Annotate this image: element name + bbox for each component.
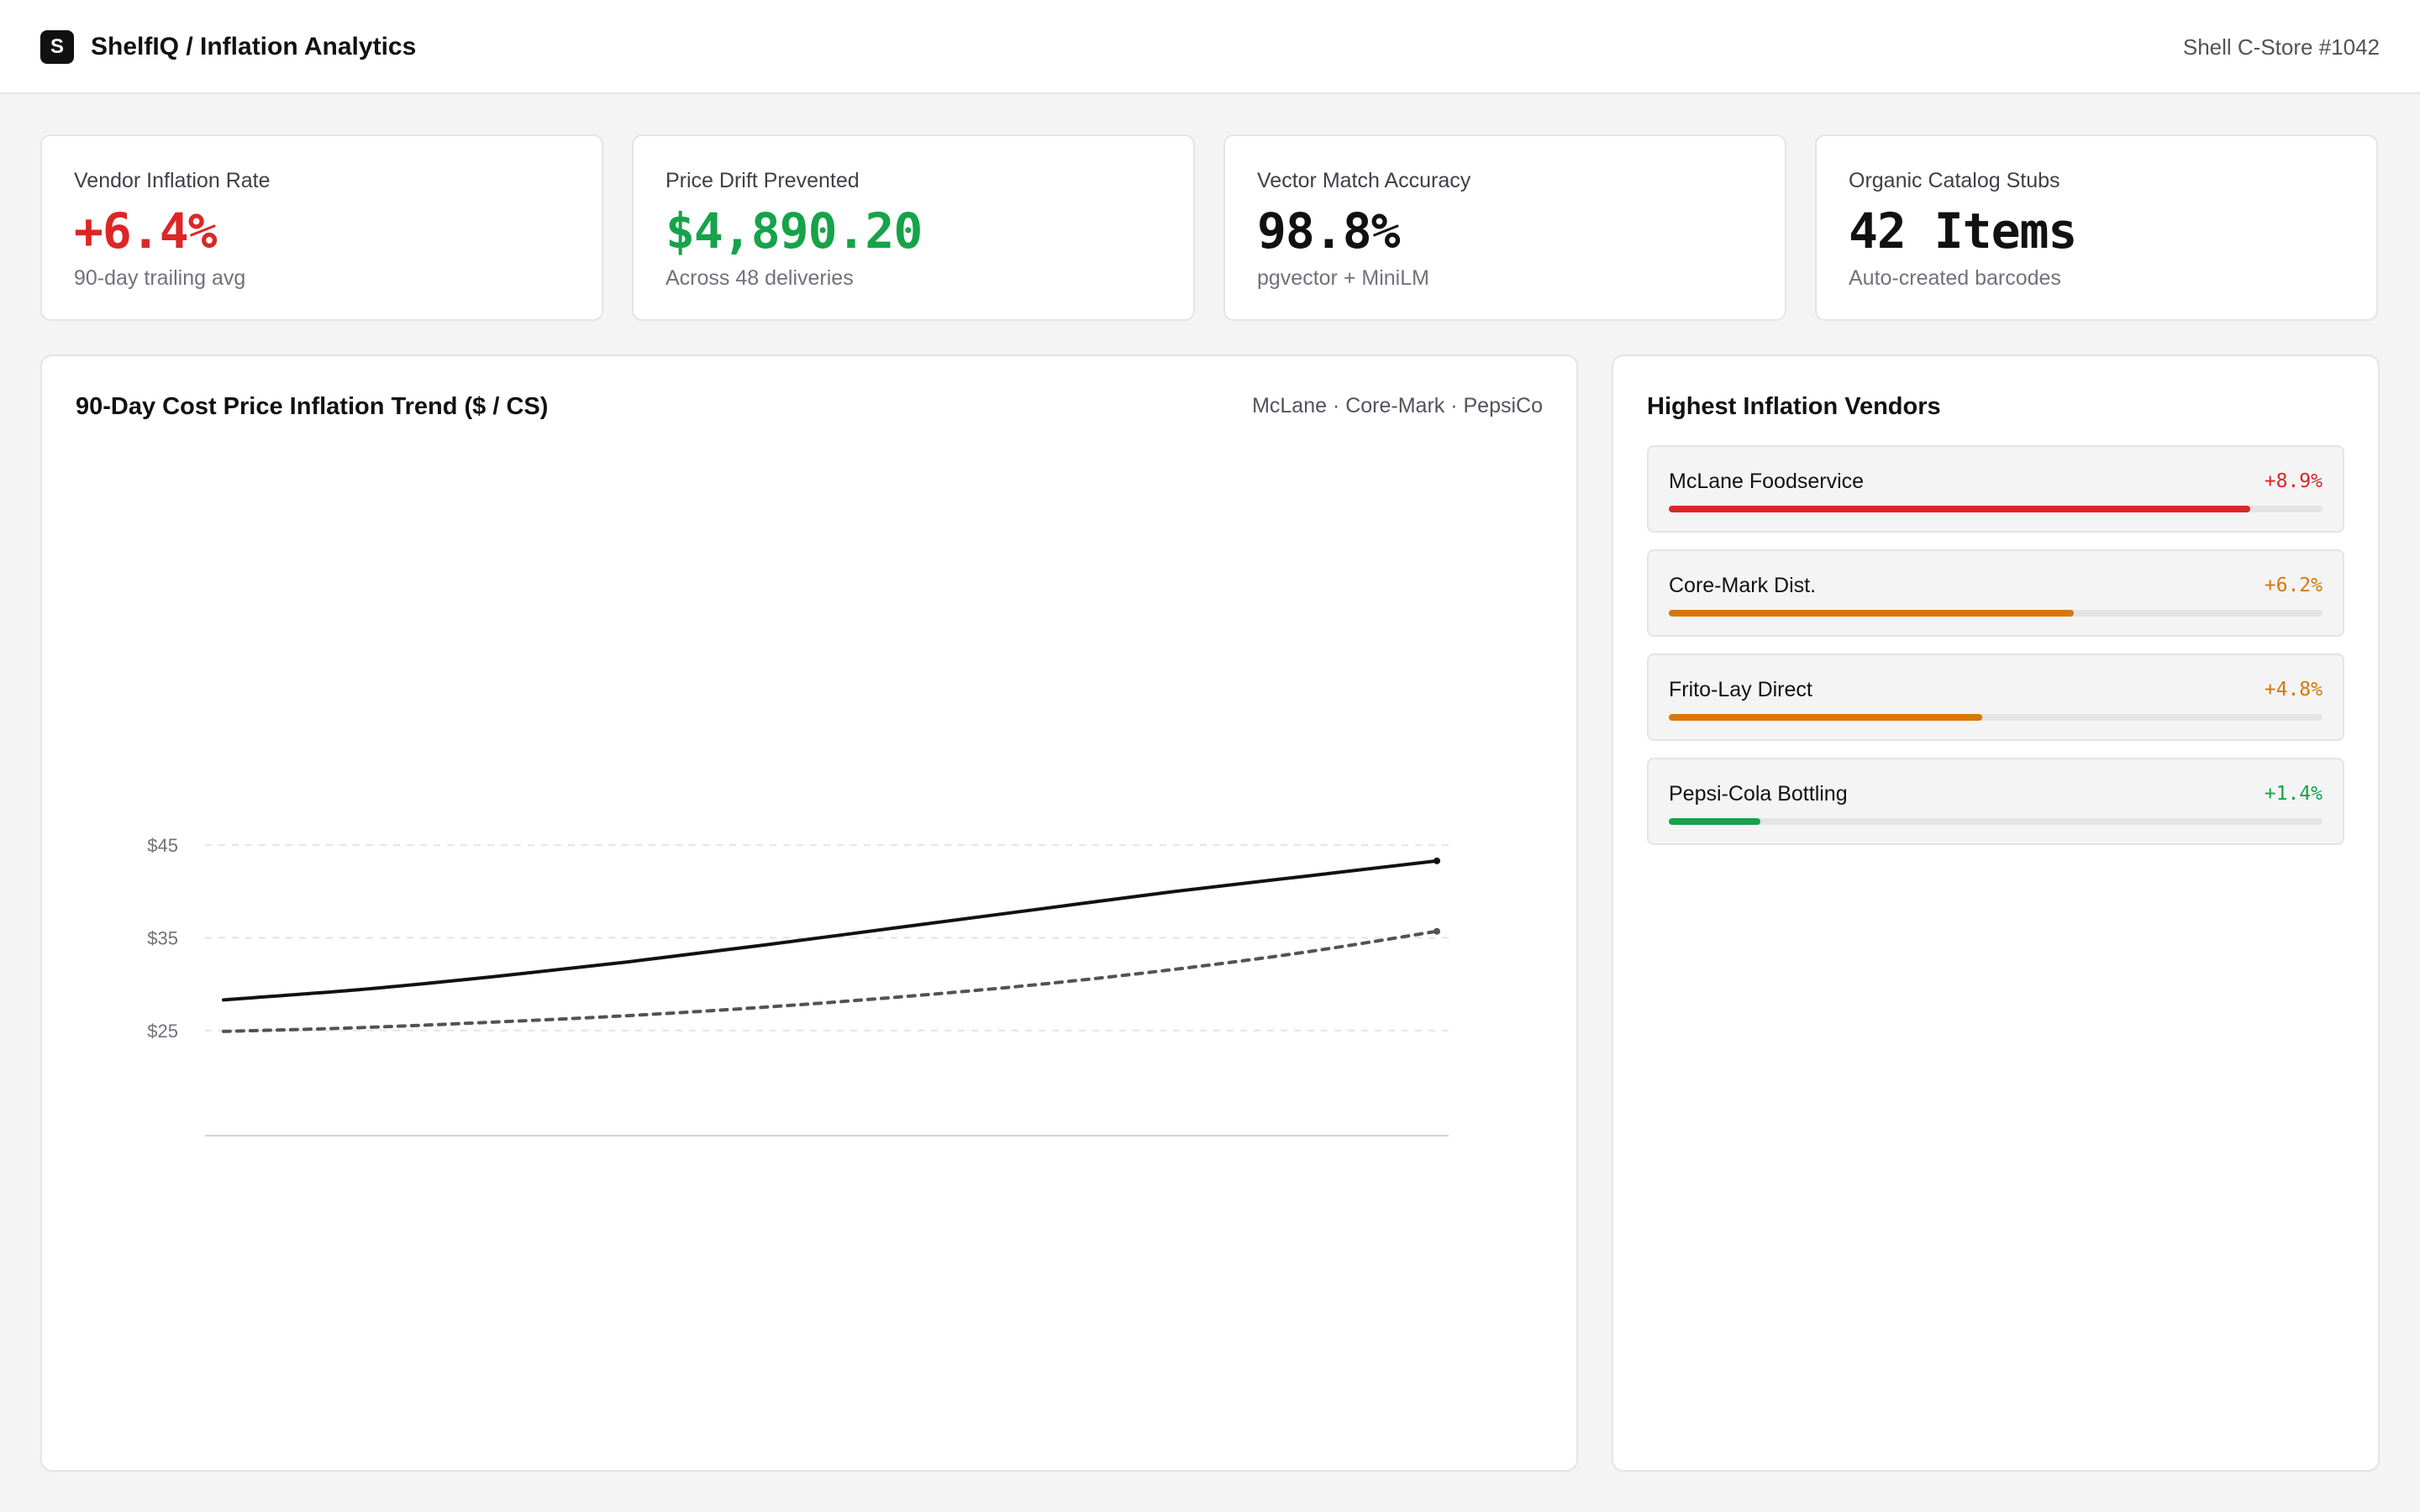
vendor-inflation-bar-fill [1669, 714, 1983, 721]
kpi-card-price-drift: Price Drift Prevented $4,890.20 Across 4… [632, 134, 1195, 321]
kpi-card-catalog-stubs: Organic Catalog Stubs 42 Items Auto-crea… [1815, 134, 2378, 321]
vendor-row-pepsi-cola[interactable]: Pepsi-Cola Bottling +1.4% [1647, 758, 2344, 845]
chart-title: 90-Day Cost Price Inflation Trend ($ / C… [76, 393, 549, 420]
vendor-inflation-bar [1669, 610, 2323, 617]
series-line-1 [222, 858, 1439, 1002]
kpi-card-vendor-inflation: Vendor Inflation Rate +6.4% 90-day trail… [40, 134, 603, 321]
app-logo[interactable]: S [40, 30, 74, 64]
vendor-row-core-mark[interactable]: Core-Mark Dist. +6.2% [1647, 549, 2344, 637]
y-tick-label: $45 [147, 835, 178, 856]
vendor-name: Core-Mark Dist. [1669, 574, 1817, 597]
vendor-name: Pepsi-Cola Bottling [1669, 782, 1848, 806]
vendor-inflation-pct: +8.9% [2264, 470, 2323, 492]
y-tick-label: $25 [147, 1021, 178, 1042]
kpi-subtext: Auto-created barcodes [1849, 266, 2061, 290]
kpi-label: Price Drift Prevented [666, 169, 860, 192]
vendor-panel-title: Highest Inflation Vendors [1647, 393, 1941, 420]
kpi-subtext: pgvector + MiniLM [1257, 266, 1429, 290]
page-title: ShelfIQ / Inflation Analytics [91, 33, 417, 60]
kpi-subtext: 90-day trailing avg [74, 266, 246, 290]
vendor-inflation-bar [1669, 818, 2323, 825]
store-selector[interactable]: Shell C-Store #1042 [2182, 34, 2380, 60]
kpi-value: $4,890.20 [666, 202, 923, 260]
chart-legend: McLane · Core-Mark · PepsiCo [1252, 394, 1543, 417]
vendor-row-frito-lay[interactable]: Frito-Lay Direct +4.8% [1647, 654, 2344, 741]
kpi-value: 42 Items [1849, 202, 2077, 260]
series-end-point-2 [1434, 927, 1440, 935]
y-tick-label: $35 [147, 927, 178, 948]
vendor-inflation-bar-fill [1669, 610, 2075, 617]
trend-line-chart: $25 $35 $45 [147, 835, 1449, 1137]
vendor-inflation-bar-fill [1669, 506, 2251, 512]
vendor-name: Frito-Lay Direct [1669, 678, 1812, 701]
kpi-card-vector-match: Vector Match Accuracy 98.8% pgvector + M… [1223, 134, 1786, 321]
kpi-label: Vector Match Accuracy [1257, 169, 1471, 192]
kpi-label: Vendor Inflation Rate [74, 169, 271, 192]
vendor-name: McLane Foodservice [1669, 470, 1865, 493]
app-header: S ShelfIQ / Inflation Analytics Shell C-… [0, 0, 2420, 94]
vendor-row-mclane[interactable]: McLane Foodservice +8.9% [1647, 445, 2344, 533]
kpi-subtext: Across 48 deliveries [666, 266, 854, 290]
vendor-inflation-bar [1669, 714, 2323, 721]
vendor-inflation-pct: +6.2% [2264, 575, 2323, 596]
vendor-inflation-bar-fill [1669, 818, 1760, 825]
vendor-inflation-pct: +4.8% [2264, 679, 2323, 701]
vendor-inflation-panel: Highest Inflation Vendors McLane Foodser… [1612, 354, 2380, 1472]
vendor-inflation-pct: +1.4% [2264, 783, 2323, 805]
kpi-label: Organic Catalog Stubs [1849, 169, 2060, 192]
series-line-2 [222, 929, 1439, 1033]
inflation-trend-panel: 90-Day Cost Price Inflation Trend ($ / C… [40, 354, 1578, 1472]
kpi-value: +6.4% [74, 202, 218, 260]
vendor-inflation-bar [1669, 506, 2323, 512]
series-end-point-1 [1434, 857, 1440, 864]
kpi-value: 98.8% [1257, 202, 1401, 260]
